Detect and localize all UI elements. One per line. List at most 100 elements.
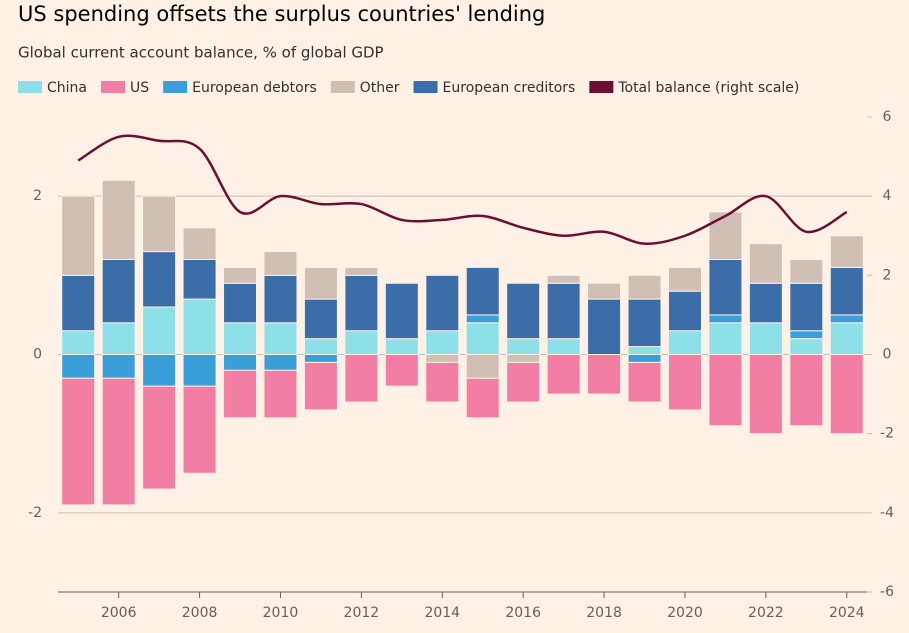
y2-tick-label: 4: [883, 188, 892, 204]
bar: [506, 354, 541, 363]
total-line: [77, 134, 848, 245]
bar: [587, 298, 622, 356]
bar: [425, 274, 460, 332]
bar: [303, 298, 338, 340]
bar: [303, 354, 338, 363]
bar: [587, 282, 622, 300]
x-tick-label: 2020: [667, 605, 703, 621]
bar: [829, 354, 864, 435]
bar: [223, 369, 258, 419]
legend-label: US: [130, 80, 149, 96]
x-tick-label: 2022: [748, 605, 784, 621]
y-tick-label: 0: [33, 347, 42, 363]
bar: [61, 330, 96, 355]
bar: [627, 354, 662, 363]
bar: [748, 354, 783, 435]
bar: [384, 338, 419, 355]
bar: [708, 322, 743, 356]
bar: [223, 322, 258, 356]
x-tick-label: 2018: [586, 605, 622, 621]
y2-tick-label: 2: [883, 267, 892, 283]
legend-swatch: [330, 81, 355, 93]
bar: [223, 266, 258, 284]
bar: [587, 354, 622, 395]
bar: [829, 314, 864, 324]
bar: [142, 354, 177, 387]
bar: [344, 274, 379, 332]
bar: [546, 338, 581, 355]
bar: [425, 354, 460, 363]
x-tick-label: 2014: [424, 605, 460, 621]
bar: [789, 259, 824, 284]
bar: [101, 354, 136, 379]
bar: [748, 243, 783, 284]
bar: [101, 322, 136, 356]
bar: [627, 346, 662, 356]
y2-tick-label: -2: [880, 426, 894, 442]
x-tick-label: 2006: [101, 605, 137, 621]
bar: [465, 322, 500, 356]
bar: [142, 251, 177, 308]
bar: [263, 322, 298, 356]
x-tick-label: 2024: [829, 605, 865, 621]
bar: [263, 251, 298, 276]
bar: [708, 259, 743, 316]
legend-swatch: [413, 81, 438, 93]
bar: [748, 322, 783, 356]
bar: [708, 314, 743, 324]
bar: [384, 282, 419, 340]
bar: [425, 361, 460, 403]
bar: [546, 354, 581, 395]
bar: [344, 354, 379, 403]
bar: [667, 290, 702, 332]
legend-swatch: [163, 81, 188, 93]
chart-title: US spending offsets the surplus countrie…: [18, 2, 545, 26]
bar: [748, 282, 783, 324]
bar: [263, 274, 298, 324]
legend-swatch: [589, 81, 614, 93]
bar: [425, 330, 460, 355]
bar: [667, 354, 702, 411]
bar: [465, 377, 500, 419]
bar: [829, 235, 864, 268]
bar: [789, 330, 824, 340]
bar: [344, 330, 379, 355]
bar: [223, 354, 258, 371]
bar: [61, 195, 96, 276]
legend-label: China: [47, 80, 87, 96]
legend-label: Total balance (right scale): [617, 80, 799, 96]
bar: [182, 259, 217, 300]
bar: [303, 266, 338, 300]
bar: [506, 338, 541, 355]
bar: [101, 179, 136, 260]
bar: [182, 298, 217, 356]
bar: [667, 266, 702, 292]
y2-tick-label: 0: [883, 347, 892, 363]
bar: [465, 314, 500, 324]
bar: [627, 298, 662, 348]
bar: [465, 354, 500, 379]
bar: [142, 385, 177, 490]
bar: [667, 330, 702, 355]
y2-tick-label: -4: [880, 505, 894, 521]
bar: [182, 385, 217, 474]
bar: [829, 322, 864, 356]
bar: [223, 282, 258, 324]
bar: [829, 266, 864, 316]
legend-label: Other: [360, 80, 400, 96]
x-tick-label: 2010: [263, 605, 299, 621]
y-tick-label: 2: [33, 188, 42, 204]
bar: [303, 361, 338, 411]
y-tick-label: -2: [28, 505, 42, 521]
legend-swatch: [101, 81, 125, 93]
y2-tick-label: -6: [880, 584, 894, 600]
bar: [142, 195, 177, 253]
chart-subtitle: Global current account balance, % of glo…: [18, 44, 384, 62]
bar: [789, 354, 824, 427]
x-tick-label: 2008: [182, 605, 218, 621]
bar: [263, 369, 298, 419]
y2-tick-label: 6: [883, 109, 892, 125]
bar: [789, 282, 824, 332]
bar: [182, 227, 217, 260]
bar: [546, 274, 581, 284]
